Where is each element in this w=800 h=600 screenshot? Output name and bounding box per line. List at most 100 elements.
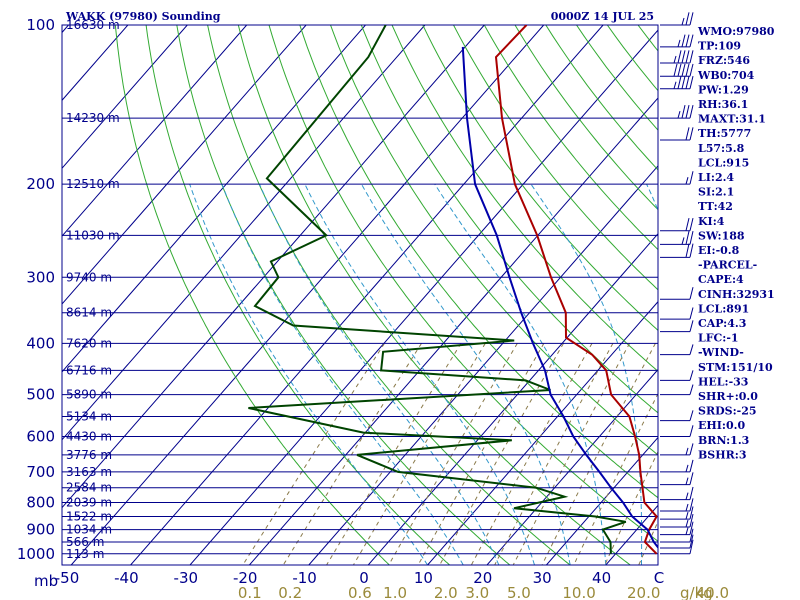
wind-flag — [689, 528, 694, 543]
wind-barb — [660, 513, 694, 528]
wind-barb — [660, 539, 694, 555]
mixing-ratio-tick-label: 3.0 — [465, 584, 489, 600]
height-label: 3776 m — [66, 448, 112, 462]
pressure-tick-label: 100 — [26, 16, 55, 34]
wind-flag — [685, 105, 690, 119]
sounding-index: EI:-0.8 — [698, 244, 740, 257]
isotherm — [62, 25, 248, 237]
wind-half-flag — [685, 477, 689, 485]
sounding-index: KI:4 — [698, 215, 725, 228]
chart-title: WAKK (97980) Sounding — [65, 10, 221, 23]
moist-adiabat — [530, 183, 643, 565]
wind-barb — [660, 76, 694, 90]
wind-barb — [660, 231, 694, 245]
height-label: 2039 m — [66, 496, 112, 510]
wind-barb — [660, 528, 694, 543]
wind-flag — [689, 287, 694, 300]
wind-half-flag — [677, 110, 681, 119]
sounding-index: -WIND- — [698, 346, 744, 359]
wind-flag — [689, 344, 694, 355]
chart-time: 0000Z 14 JUL 25 — [551, 10, 654, 23]
sounding-index: SW:188 — [698, 229, 745, 242]
wind-flag — [685, 76, 690, 89]
sounding-index: LFC:-1 — [698, 332, 739, 345]
sounding-index: SRDS:-25 — [698, 405, 757, 418]
wind-flag — [681, 34, 686, 48]
wind-half-flag — [685, 447, 689, 456]
sounding-index: MAXT:31.1 — [698, 113, 766, 126]
mixing-ratio-line — [326, 343, 462, 565]
mixing-ratio-tick-label: 0.1 — [238, 584, 262, 600]
mixing-ratio-tick-label: 20.0 — [627, 584, 660, 600]
wind-barb — [660, 34, 694, 48]
sounding-index: CAPE:4 — [698, 273, 744, 286]
sounding-index: TT:42 — [698, 200, 733, 213]
isotherm-lines — [62, 25, 658, 565]
temperature-tick-label: 30 — [533, 569, 552, 587]
wind-barb — [660, 12, 694, 26]
temperature-tick-label: 10 — [414, 569, 433, 587]
height-label: 6716 m — [66, 363, 112, 377]
dry-adiabat — [422, 25, 658, 332]
temperature-trace — [494, 25, 658, 555]
dry-adiabat — [453, 25, 658, 291]
wind-barb — [660, 127, 694, 141]
wind-flag — [689, 513, 694, 528]
height-label: 5134 m — [66, 410, 112, 424]
height-label: 3163 m — [66, 465, 112, 479]
isotherm — [62, 25, 188, 169]
dry-adiabat — [237, 25, 631, 565]
sounding-index: TP:109 — [698, 40, 741, 53]
mixing-ratio-line — [242, 343, 385, 565]
wind-half-flag — [685, 519, 689, 528]
temperature-axis-labels: -50 -40 -30 -20 -10 0 10 20 30 40 C — [55, 569, 664, 587]
wind-flag — [689, 410, 694, 421]
wind-flag — [689, 50, 694, 64]
wind-half-flag — [673, 81, 677, 89]
wind-half-flag — [685, 503, 689, 512]
dry-adiabat — [145, 25, 450, 565]
height-label: 11030 m — [66, 228, 120, 242]
wind-flag — [689, 307, 694, 320]
isotherm — [70, 25, 545, 565]
height-label: 9740 m — [66, 270, 112, 284]
wind-flag — [689, 127, 694, 141]
moist-adiabat — [361, 183, 571, 565]
wind-flag — [689, 171, 694, 185]
wind-flag — [689, 534, 694, 549]
wind-flag — [689, 472, 694, 485]
height-label: 5890 m — [66, 388, 112, 402]
wind-half-flag — [685, 512, 689, 520]
wind-half-flag — [681, 17, 685, 26]
wind-flag — [689, 459, 694, 473]
sounding-index: SHR+:0.0 — [698, 390, 758, 403]
wind-half-flag — [677, 39, 681, 48]
mixing-ratio-tick-label: 5.0 — [507, 584, 531, 600]
wind-barb — [660, 472, 694, 486]
moist-adiabat — [259, 183, 500, 565]
mixing-ratio-line — [638, 520, 658, 565]
temperature-tick-label: -20 — [233, 569, 258, 587]
wind-flag — [689, 76, 694, 89]
pressure-tick-label: 200 — [26, 175, 55, 193]
sounding-index: PW:1.29 — [698, 83, 749, 96]
sounding-index: EHI:0.0 — [698, 419, 745, 432]
wind-flag — [685, 63, 690, 77]
wind-half-flag — [673, 55, 677, 64]
mixing-ratio-line — [470, 343, 593, 565]
wind-flag — [689, 486, 694, 500]
sounding-index: FRZ:546 — [698, 54, 750, 67]
temperature-tick-label: -10 — [292, 569, 317, 587]
wind-flag — [677, 50, 682, 64]
wind-barb — [660, 105, 694, 119]
temperature-tick-label: -40 — [114, 569, 139, 587]
wind-barb — [660, 384, 694, 396]
mixing-ratio-line — [541, 343, 656, 565]
wind-flag — [685, 231, 690, 245]
height-label: 4430 m — [66, 429, 112, 443]
pressure-tick-label: 600 — [26, 427, 55, 445]
wind-flag — [689, 384, 694, 395]
wind-barb — [660, 498, 694, 512]
sounding-index: CINH:32931 — [698, 288, 775, 301]
